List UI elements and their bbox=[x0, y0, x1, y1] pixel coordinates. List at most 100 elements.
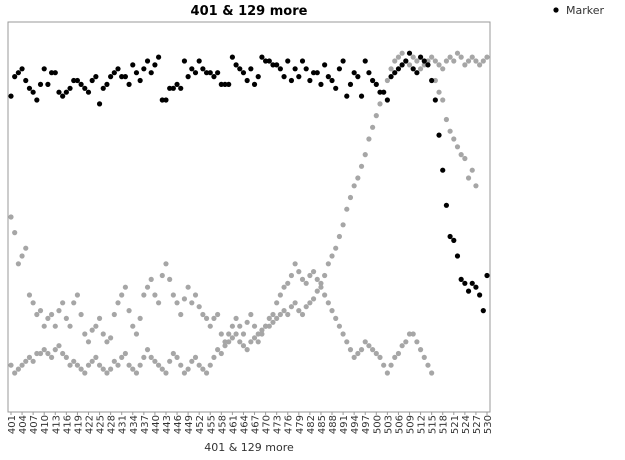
data-point bbox=[462, 155, 468, 162]
data-point bbox=[307, 77, 313, 84]
data-point bbox=[12, 74, 18, 80]
data-point bbox=[329, 308, 335, 314]
data-point bbox=[82, 331, 88, 337]
data-point bbox=[381, 362, 387, 368]
data-point bbox=[52, 70, 58, 76]
x-tick-label: 506 bbox=[394, 415, 405, 434]
data-point bbox=[133, 370, 140, 376]
data-point bbox=[347, 347, 354, 353]
data-point bbox=[340, 331, 346, 337]
data-point bbox=[141, 292, 147, 298]
data-point bbox=[67, 323, 73, 329]
data-point bbox=[451, 136, 457, 142]
data-point bbox=[288, 77, 295, 84]
data-point bbox=[60, 93, 66, 99]
data-point bbox=[137, 362, 143, 368]
x-tick-label: 494 bbox=[350, 415, 361, 434]
data-point bbox=[203, 315, 210, 321]
data-point bbox=[237, 66, 243, 72]
data-point bbox=[270, 311, 276, 318]
data-point bbox=[229, 323, 235, 329]
data-point bbox=[366, 343, 372, 349]
data-point bbox=[443, 58, 450, 64]
data-point bbox=[96, 315, 103, 321]
data-point bbox=[141, 354, 147, 360]
data-point bbox=[336, 323, 343, 329]
data-point bbox=[477, 62, 483, 68]
data-point bbox=[148, 70, 154, 76]
data-point bbox=[34, 97, 40, 103]
data-point bbox=[144, 58, 151, 64]
data-point bbox=[203, 370, 210, 376]
data-point bbox=[93, 323, 99, 329]
data-point bbox=[255, 74, 261, 80]
data-point bbox=[78, 311, 84, 318]
data-point bbox=[26, 354, 33, 360]
x-tick-label: 512 bbox=[417, 415, 428, 434]
data-point bbox=[192, 70, 199, 76]
x-tick-label: 416 bbox=[62, 415, 73, 434]
data-point bbox=[417, 347, 424, 353]
data-point bbox=[226, 81, 232, 87]
data-point bbox=[399, 343, 405, 349]
data-point bbox=[251, 335, 258, 341]
data-point bbox=[259, 54, 265, 60]
data-point bbox=[15, 366, 21, 372]
data-point bbox=[259, 327, 265, 333]
data-point bbox=[285, 280, 291, 286]
data-point bbox=[152, 62, 158, 68]
data-point bbox=[240, 70, 247, 76]
data-point bbox=[322, 292, 328, 298]
data-point bbox=[181, 370, 188, 376]
data-point bbox=[384, 77, 390, 84]
data-point bbox=[159, 97, 165, 103]
data-point bbox=[392, 70, 398, 76]
x-tick-label: 530 bbox=[483, 415, 494, 434]
data-point bbox=[384, 97, 390, 103]
data-point bbox=[469, 54, 475, 60]
data-point bbox=[122, 350, 128, 357]
data-point bbox=[399, 50, 405, 56]
data-point bbox=[100, 85, 106, 91]
data-point bbox=[93, 74, 99, 80]
x-tick-label: 458 bbox=[217, 415, 228, 434]
data-point bbox=[119, 354, 125, 360]
data-point bbox=[200, 366, 206, 372]
data-point bbox=[266, 323, 272, 329]
data-point bbox=[111, 358, 117, 364]
data-point bbox=[351, 354, 357, 360]
data-point bbox=[196, 304, 202, 310]
x-tick-label: 419 bbox=[73, 415, 84, 434]
x-tick-label: 464 bbox=[239, 415, 250, 434]
data-point bbox=[71, 300, 77, 306]
data-point bbox=[429, 54, 435, 60]
data-point bbox=[425, 58, 431, 64]
data-point bbox=[462, 280, 468, 286]
data-point bbox=[37, 81, 44, 87]
data-point bbox=[133, 331, 140, 337]
data-point bbox=[373, 350, 379, 357]
data-point bbox=[41, 66, 47, 72]
data-point bbox=[259, 331, 265, 337]
data-point bbox=[215, 70, 221, 76]
data-point bbox=[344, 206, 350, 212]
data-point bbox=[74, 77, 81, 84]
data-point bbox=[203, 70, 210, 76]
data-point bbox=[310, 296, 317, 302]
data-point bbox=[45, 81, 51, 87]
data-point bbox=[85, 339, 92, 345]
data-point bbox=[104, 339, 110, 345]
data-point bbox=[237, 339, 243, 345]
data-point bbox=[355, 175, 361, 181]
x-tick-label: 443 bbox=[162, 415, 173, 434]
data-point bbox=[473, 284, 479, 290]
x-tick-label: 503 bbox=[383, 415, 394, 434]
data-point bbox=[63, 354, 69, 360]
data-point bbox=[303, 280, 309, 286]
data-point bbox=[288, 304, 295, 310]
x-tick-label: 467 bbox=[251, 415, 262, 434]
data-point bbox=[15, 261, 21, 267]
x-tick-label: 461 bbox=[228, 415, 239, 434]
data-point bbox=[130, 366, 136, 372]
x-tick-label: 497 bbox=[361, 415, 372, 434]
